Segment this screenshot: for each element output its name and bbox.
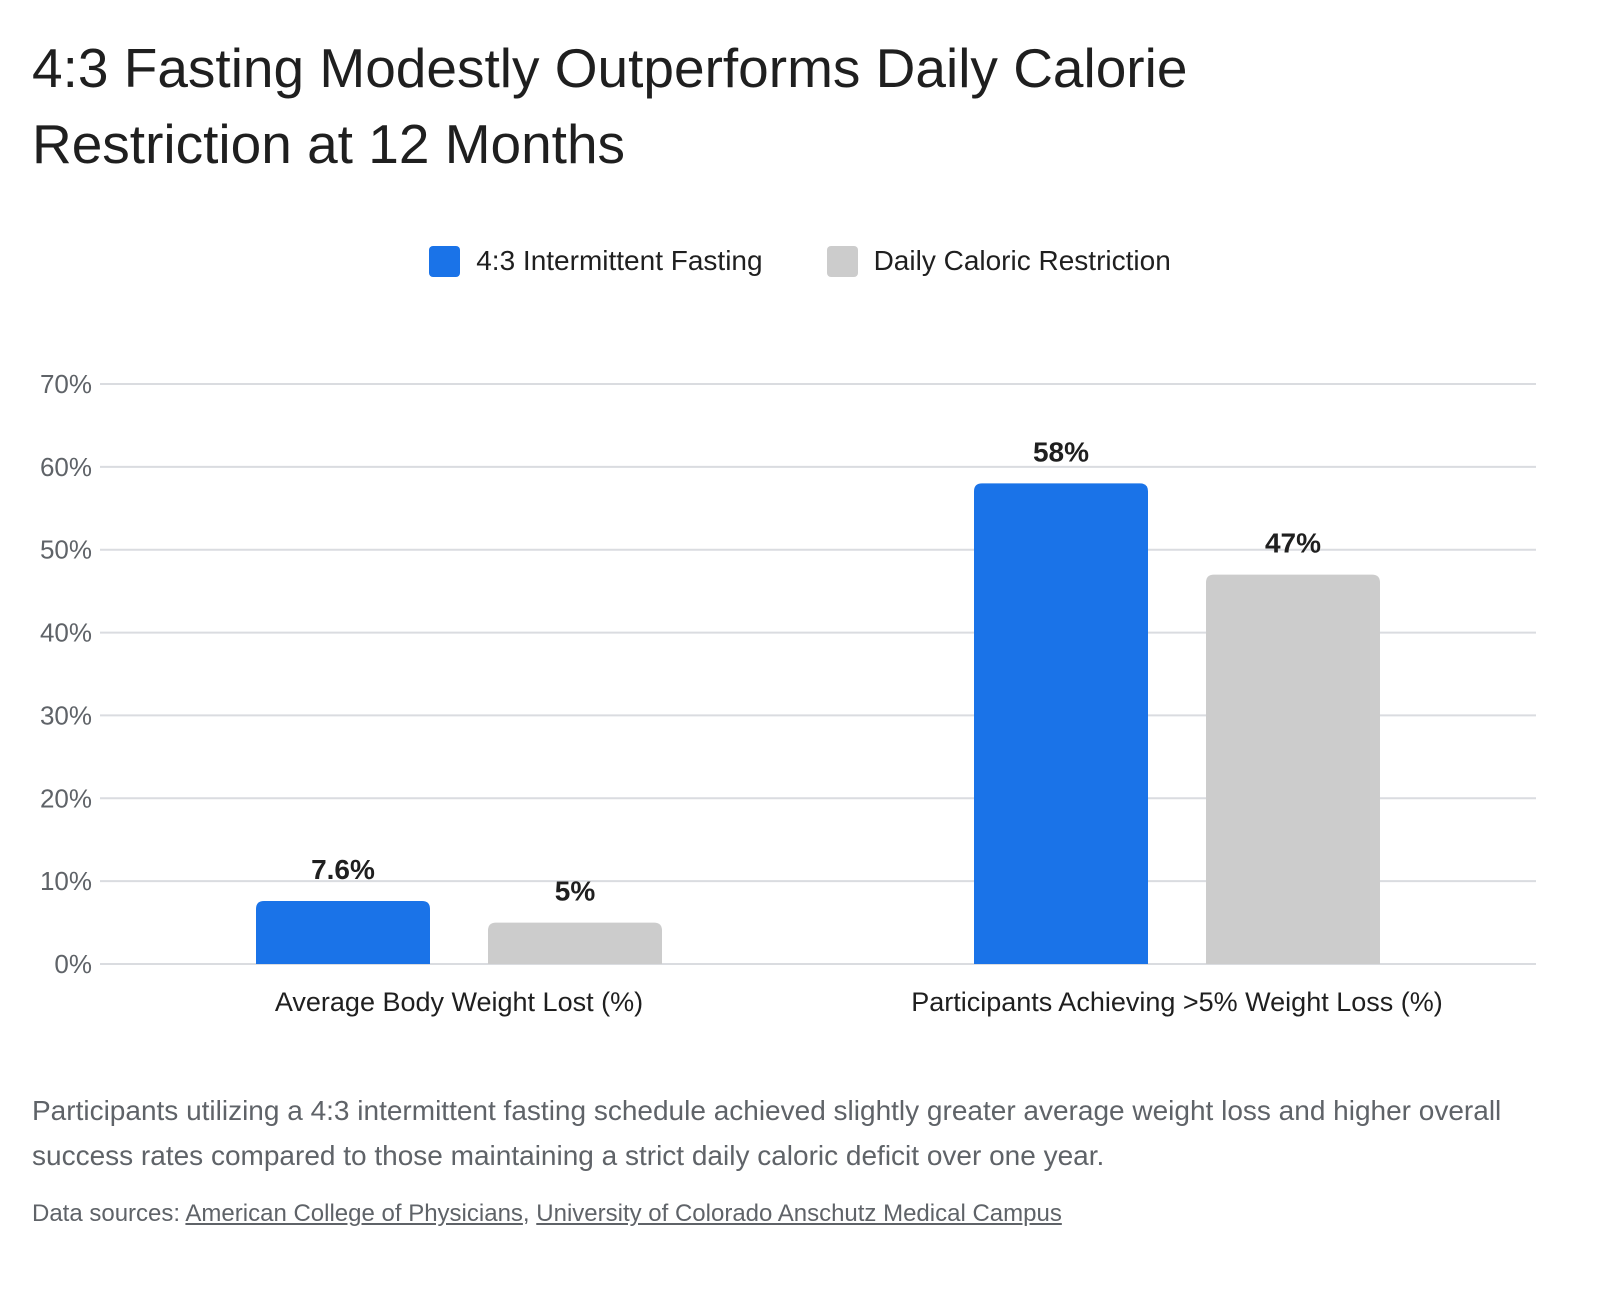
chart-description: Participants utilizing a 4:3 intermitten… xyxy=(32,1095,1502,1171)
bar-restriction-1 xyxy=(1206,574,1380,964)
bar-value-label: 58% xyxy=(1033,436,1089,467)
y-tick-label: 40% xyxy=(40,618,92,648)
bar-layer xyxy=(256,483,1380,964)
y-tick-label: 30% xyxy=(40,700,92,730)
legend-swatch-fasting xyxy=(429,245,461,277)
x-category-label: Participants Achieving >5% Weight Loss (… xyxy=(911,987,1443,1017)
label-layer: 0% 10% 20% 30% 40% 50% 60% 70% 7.6% 5% Average Bod… xyxy=(40,369,1443,1017)
sources-prefix: Data sources: xyxy=(32,1200,186,1227)
legend: 4:3 Intermittent Fasting Daily Caloric R… xyxy=(0,243,1600,279)
y-tick-label: 50% xyxy=(40,535,92,565)
legend-label-restriction: Daily Caloric Restriction xyxy=(873,245,1171,276)
data-sources: Data sources: American College of Physic… xyxy=(32,1200,1062,1228)
bar-value-label: 47% xyxy=(1265,528,1321,559)
sources-separator: , xyxy=(522,1200,537,1227)
bar-chart: 0% 10% 20% 30% 40% 50% 60% 70% 7.6% 5% Average Bod… xyxy=(40,369,1536,1017)
source-link-cu-anschutz[interactable]: University of Colorado Anschutz Medical … xyxy=(536,1200,1062,1227)
chart-title: 4:3 Fasting Modestly Outperforms Daily C… xyxy=(32,37,1188,175)
grid-layer xyxy=(100,383,1536,965)
source-link-acp[interactable]: American College of Physicians xyxy=(185,1200,523,1227)
legend-item-restriction: Daily Caloric Restriction xyxy=(826,243,1171,279)
y-tick-label: 20% xyxy=(40,783,92,813)
legend-swatch-restriction xyxy=(826,245,858,277)
x-category-label: Average Body Weight Lost (%) xyxy=(275,987,643,1017)
legend-item-fasting: 4:3 Intermittent Fasting xyxy=(429,243,763,279)
y-tick-label: 0% xyxy=(54,949,92,979)
legend-label-fasting: 4:3 Intermittent Fasting xyxy=(476,245,763,276)
y-tick-label: 10% xyxy=(40,866,92,896)
bar-fasting-1 xyxy=(974,483,1148,964)
y-tick-label: 70% xyxy=(40,369,92,399)
bar-fasting-0 xyxy=(256,901,430,964)
bar-value-label: 7.6% xyxy=(311,854,375,885)
bar-restriction-0 xyxy=(488,922,662,964)
bar-value-label: 5% xyxy=(555,876,596,907)
y-tick-label: 60% xyxy=(40,452,92,482)
